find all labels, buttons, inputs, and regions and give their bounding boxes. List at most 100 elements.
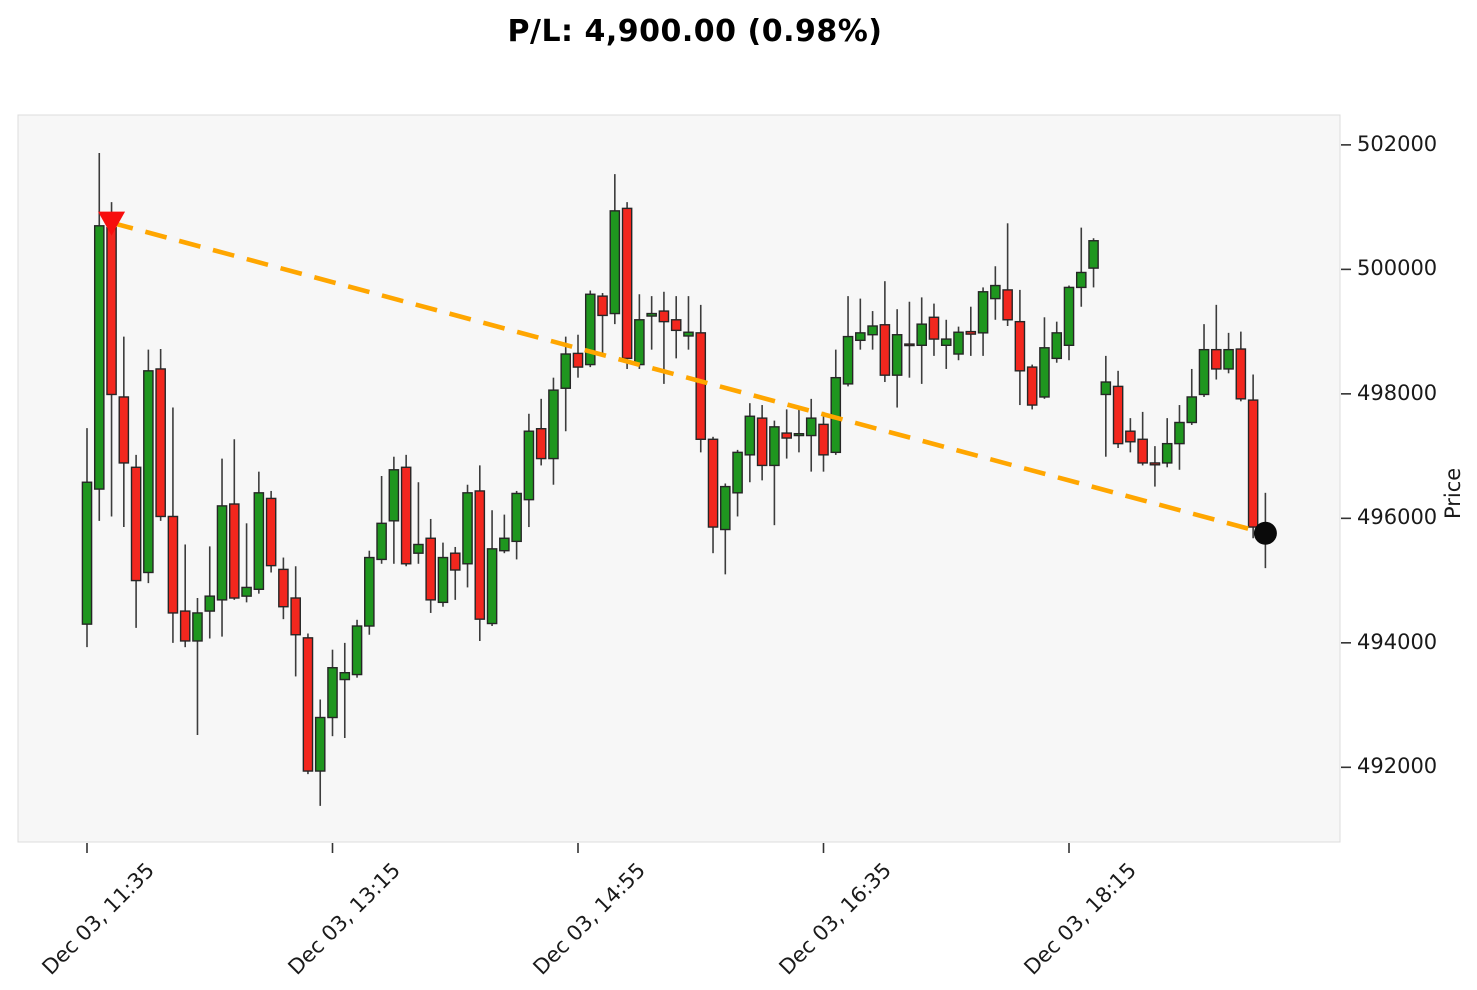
candle-body-up [364, 556, 375, 627]
candle-body-down [1210, 348, 1222, 370]
candle-body-up [646, 312, 657, 317]
y-tick-label: 502000 [1357, 131, 1438, 156]
candle-body-down [1137, 438, 1148, 464]
candle-body-down [572, 352, 584, 368]
candle-body-up [891, 334, 903, 376]
candle-body-up [855, 332, 866, 342]
candle-body-down [818, 423, 829, 456]
candle-body-up [609, 210, 621, 315]
candle-body-up [916, 323, 927, 346]
candle-body-down [400, 466, 412, 565]
candle-body-down [1002, 289, 1013, 321]
candle-body-down [965, 330, 977, 335]
candle-body-up [314, 716, 326, 772]
candle-body-up [351, 625, 363, 676]
candle-body-up [1186, 396, 1198, 424]
candle-body-up [867, 325, 878, 336]
candle-body-up [1088, 240, 1099, 269]
candle-body-down [904, 343, 915, 347]
candle-body-down [155, 368, 166, 518]
candle-body-down [1149, 462, 1161, 466]
candle-body-up [376, 522, 387, 561]
plot-area [17, 114, 1341, 843]
candle-body-up [953, 331, 964, 355]
candle-body-up [842, 335, 854, 385]
candle-body-up [560, 353, 572, 389]
exit-marker-dot-icon [1253, 521, 1277, 545]
y-axis-title: Price [1441, 467, 1465, 519]
candle-body-up [1100, 381, 1112, 396]
candle-body-up [1161, 442, 1173, 464]
candle-body-down [290, 597, 301, 636]
candle-body-up [486, 548, 498, 625]
candle-body-up [683, 331, 694, 337]
candle-body-down [118, 396, 130, 464]
entry-marker-triangle-icon [98, 211, 126, 236]
candle-body-up [1223, 348, 1234, 370]
candle-body-up [511, 492, 522, 543]
candle-body-down [756, 417, 768, 467]
candle-body-up [523, 430, 535, 501]
candle-body-up [253, 492, 265, 590]
candle-body-up [548, 389, 559, 460]
candle-body-down [658, 310, 670, 323]
y-tick-label: 498000 [1357, 380, 1438, 405]
candle-body-down [449, 552, 461, 571]
y-tick-label: 492000 [1357, 754, 1438, 779]
y-tick-label: 496000 [1357, 505, 1438, 530]
candle-body-down [670, 319, 682, 332]
candle-body-down [597, 295, 608, 317]
candle-body-down [1014, 320, 1026, 372]
candle-body-down [167, 515, 179, 614]
candle-body-down [302, 637, 314, 772]
trade-trendline [110, 220, 1266, 536]
candle-body-down [106, 226, 117, 396]
candle-body-down [425, 537, 437, 601]
candle-body-down [474, 490, 486, 620]
candle-body-down [879, 324, 891, 376]
candle-body-up [1198, 348, 1210, 396]
candle-body-up [732, 451, 743, 494]
candle-body-down [1112, 385, 1124, 445]
candle-body-down [781, 432, 792, 439]
candle-body-down [130, 466, 142, 582]
candle-body-up [1051, 332, 1063, 360]
candle-body-down [695, 332, 707, 440]
candle-body-down [621, 207, 633, 360]
candle-body-up [388, 469, 400, 522]
candle-body-up [744, 415, 756, 456]
candle-body-up [93, 225, 105, 490]
candle-body-up [413, 543, 424, 554]
candle-body-up [143, 370, 154, 574]
candle-body-up [192, 612, 203, 642]
candle-body-up [1039, 347, 1050, 398]
candle-body-up [499, 537, 510, 552]
candle-body-up [977, 291, 989, 334]
candle-body-up [940, 338, 952, 346]
candle-body-up [720, 485, 731, 531]
candle-body-up [462, 492, 473, 565]
candle-body-up [1075, 271, 1087, 289]
candle-body-down [928, 316, 940, 340]
candle-body-down [707, 438, 719, 528]
candle-body-up [805, 417, 817, 437]
candle-body-up [241, 586, 252, 597]
candle-body-up [1063, 286, 1075, 346]
candle-body-down [228, 503, 240, 599]
candle-body-up [1174, 421, 1185, 445]
candle-body-up [327, 667, 338, 719]
chart-title: P/L: 4,900.00 (0.98%) [507, 14, 883, 49]
candle-body-down [1247, 399, 1259, 528]
y-tick-label: 500000 [1357, 256, 1438, 281]
candle-body-down [278, 568, 289, 608]
candle-body-up [634, 319, 645, 366]
candle-body-down [1125, 430, 1136, 443]
candle-body-down [1235, 348, 1247, 400]
candle-body-up [204, 595, 216, 612]
y-tick-label: 494000 [1357, 629, 1438, 654]
candle-body-up [81, 481, 93, 625]
candle-body-up [769, 426, 780, 467]
candle-body-up [793, 432, 805, 437]
